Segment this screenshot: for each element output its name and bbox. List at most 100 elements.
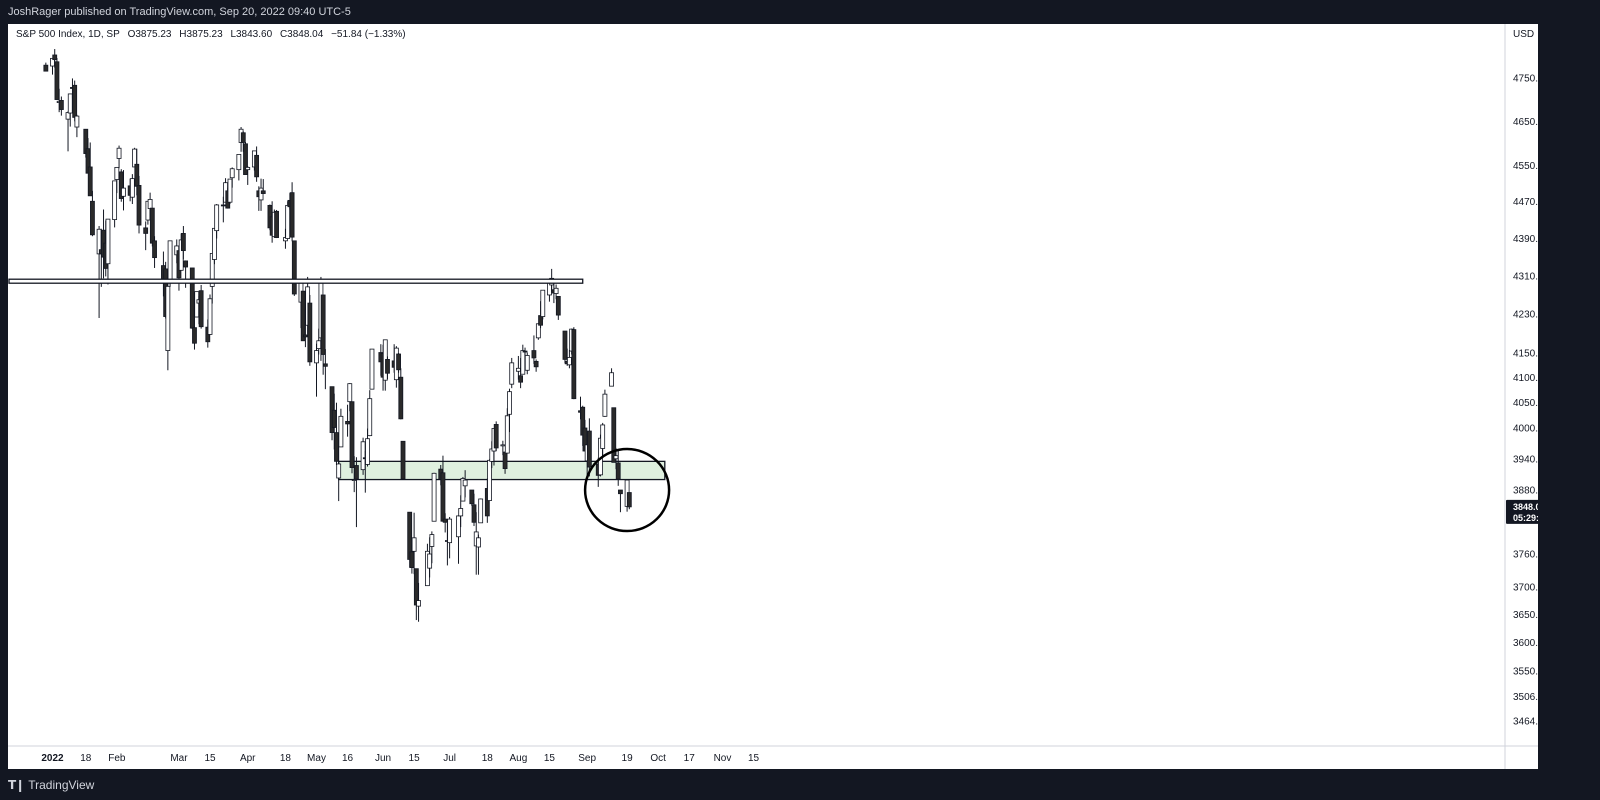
candle-body [314,350,319,364]
candle [618,489,623,513]
time-tick-label: May [307,753,326,764]
candle-body [571,329,577,400]
candle-body [409,551,415,568]
candle-body [207,298,213,335]
candle [586,418,592,477]
candle-body [416,600,421,607]
candle [96,226,102,318]
publisher-text: JoshRager published on TradingView.com, … [8,6,351,18]
candle [165,283,171,371]
candle [600,422,606,457]
time-tick-label: 15 [409,753,421,764]
candle-body [236,154,242,171]
candle [114,166,120,194]
candle-body [152,240,157,259]
candle-body [347,383,353,403]
price-axis[interactable]: USD 4750.00 4650.00 4550.00 4470.00 4390.00 43… [1504,24,1538,769]
candle [58,96,64,116]
candle-body [400,440,406,480]
candle-body [258,187,264,201]
candle-body [112,180,118,220]
candle [258,178,264,211]
time-tick-label: 18 [482,753,494,764]
candles [43,49,632,622]
price-tick-label: 3550.00 [1513,667,1538,678]
candle-body [398,376,404,420]
candle-body [52,54,58,61]
time-tick-label: 18 [80,753,92,764]
candle [214,204,220,239]
candle-body [396,353,401,371]
candle [54,57,60,100]
last-price-badge [1506,499,1538,524]
candle-body [54,61,60,100]
candle-body [531,350,537,359]
candle [320,294,326,375]
candle [413,568,419,621]
price-tick-label: 4750.00 [1513,74,1538,85]
time-axis[interactable]: 2022 18 Feb Mar 15 Apr 18 May 16 Jun 15 Jul 18 Aug 15 S… [8,745,1538,764]
candle-body [105,218,111,265]
candle-body [338,415,344,448]
candlestick-chart[interactable]: USD 4750.00 4650.00 4550.00 4470.00 4390.00 43… [8,24,1538,769]
candle-body [189,267,195,329]
candle [300,290,306,342]
publisher-bar: JoshRager published on TradingView.com, … [0,0,1600,24]
candle-body [509,362,515,385]
candle-body [245,167,251,171]
candle-body [385,359,390,374]
candle-body [316,340,322,350]
time-tick-label: Jun [375,753,391,764]
price-tick-label: 4230.00 [1513,310,1538,321]
candle-body [58,100,64,110]
candle-body [487,459,492,501]
time-tick-label: 17 [684,753,696,764]
time-tick-label: Feb [108,753,126,764]
candle [429,531,435,564]
candle-body [114,167,120,180]
brand-name: TradingView [28,778,95,792]
candle [194,291,200,318]
annotations-front [8,278,671,533]
candle-body [500,444,506,447]
candle-body [469,489,475,505]
candle-body [456,515,461,538]
tradingview-logo[interactable]: 𝗧❙ TradingView [8,777,94,793]
candle [121,170,126,211]
candle-body [462,479,468,487]
candle-body [609,372,614,387]
candle [611,407,617,463]
candle [609,368,614,387]
tradingview-logo-icon: 𝗧❙ [8,778,25,792]
candle-body [43,64,49,72]
price-tick-label: 3880.00 [1513,486,1538,497]
candle [152,236,157,268]
candle [274,209,279,239]
price-tick-label: 3650.00 [1513,610,1538,621]
resistance-line [8,278,584,284]
candle-body [367,398,373,437]
time-tick-label: 16 [342,753,354,764]
price-tick-label: 4310.00 [1513,271,1538,282]
candle-body [243,143,248,175]
candle-body [334,432,339,462]
candle [260,179,266,194]
candle-body [365,438,370,465]
candle-body [227,178,233,203]
candle-body [149,207,155,244]
candle [431,472,437,522]
candle [129,174,135,205]
candle [314,343,319,397]
candle-body [349,401,355,468]
footer-bar: 𝗧❙ TradingView [0,769,1600,800]
highlight-circle [583,447,671,533]
chart-area[interactable]: USD 4750.00 4650.00 4550.00 4470.00 4390.00 43… [8,24,1538,769]
candle-body [553,287,559,294]
candle-body [90,200,95,236]
candle-body [411,537,417,552]
candle-body [254,154,260,178]
time-tick-label: Oct [650,753,666,764]
candle-body [291,240,297,295]
candle [535,323,541,340]
candle [345,404,350,437]
